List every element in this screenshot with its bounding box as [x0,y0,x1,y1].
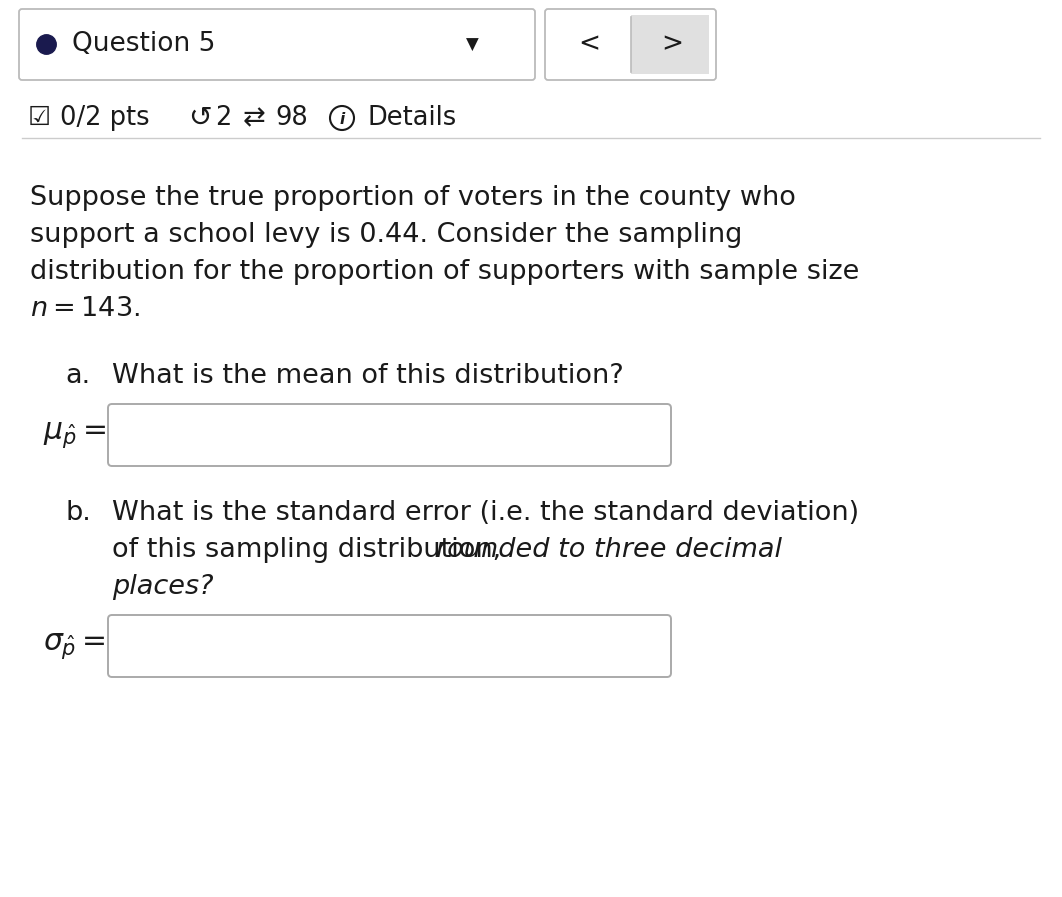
Text: b.: b. [65,500,90,526]
FancyBboxPatch shape [19,9,535,80]
Text: $\sigma_{\hat{p}}=$: $\sigma_{\hat{p}}=$ [44,631,106,661]
Text: $\mu_{\hat{p}}=$: $\mu_{\hat{p}}=$ [42,420,106,450]
Text: Question 5: Question 5 [72,31,216,57]
Text: ⇄: ⇄ [243,105,266,131]
FancyBboxPatch shape [545,9,716,80]
Text: of this sampling distribution,: of this sampling distribution, [112,537,510,563]
Text: 2: 2 [215,105,232,131]
Text: 98: 98 [275,105,308,131]
Text: What is the standard error (i.e. the standard deviation): What is the standard error (i.e. the sta… [112,500,859,526]
Bar [631,15,709,74]
Text: support a school levy is 0.44. Consider the sampling: support a school levy is 0.44. Consider … [30,222,742,248]
Text: ↺: ↺ [188,104,212,132]
Text: places?: places? [112,574,213,600]
Text: Details: Details [369,105,458,131]
Text: $n = 143.$: $n = 143.$ [30,296,140,322]
FancyBboxPatch shape [108,615,671,677]
Text: <: < [578,31,600,57]
Text: >: > [661,31,683,57]
Text: a.: a. [65,363,90,389]
Text: Suppose the true proportion of voters in the county who: Suppose the true proportion of voters in… [30,185,795,211]
Text: distribution for the proportion of supporters with sample size: distribution for the proportion of suppo… [30,259,859,285]
Text: ☑: ☑ [28,105,51,131]
FancyBboxPatch shape [108,404,671,466]
Text: What is the mean of this distribution?: What is the mean of this distribution? [112,363,623,389]
Text: i: i [340,111,345,126]
Text: 0/2 pts: 0/2 pts [59,105,150,131]
Text: rounded to three decimal: rounded to three decimal [435,537,782,563]
Text: ▼: ▼ [465,36,478,54]
